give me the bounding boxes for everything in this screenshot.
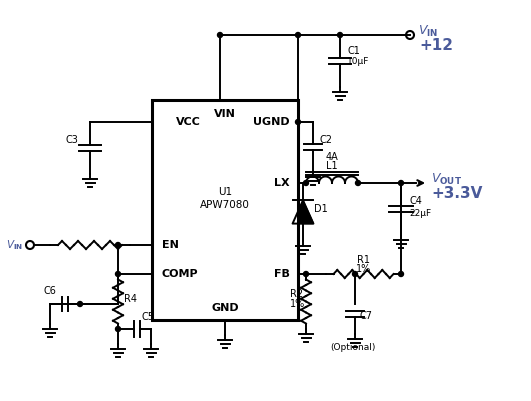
Text: R4: R4 [124, 294, 137, 304]
Text: C7: C7 [360, 311, 373, 321]
Text: GND: GND [211, 303, 239, 313]
Text: VIN: VIN [214, 109, 236, 119]
Text: FB: FB [274, 269, 290, 279]
Text: C2: C2 [319, 135, 332, 145]
Circle shape [398, 271, 404, 277]
Circle shape [295, 119, 301, 124]
Polygon shape [293, 200, 313, 224]
Text: R2: R2 [290, 289, 303, 299]
Circle shape [116, 271, 121, 277]
Bar [152, 100, 298, 320]
Text: C3: C3 [65, 135, 78, 145]
Circle shape [353, 271, 357, 277]
Text: +3.3V: +3.3V [431, 186, 482, 201]
Text: +12: +12 [419, 38, 453, 53]
Text: U1: U1 [218, 187, 232, 197]
Text: L1: L1 [326, 161, 338, 171]
Circle shape [304, 271, 309, 277]
Circle shape [116, 326, 121, 332]
Circle shape [355, 180, 361, 186]
Text: C6: C6 [44, 286, 56, 296]
Text: UGND: UGND [253, 117, 290, 127]
Text: LX: LX [275, 178, 290, 188]
Circle shape [116, 243, 121, 247]
Text: C4: C4 [409, 196, 422, 206]
Text: C1: C1 [347, 46, 360, 56]
Text: $V_{\mathregular{IN}}$: $V_{\mathregular{IN}}$ [418, 23, 438, 38]
Text: R1: R1 [357, 255, 370, 265]
Text: $V_{\mathregular{OUT}}$: $V_{\mathregular{OUT}}$ [431, 172, 462, 186]
Circle shape [338, 32, 342, 38]
Circle shape [78, 302, 82, 306]
Text: C5: C5 [141, 312, 154, 322]
Circle shape [295, 32, 301, 38]
Text: 1%: 1% [290, 299, 305, 309]
Circle shape [304, 180, 309, 186]
Text: $V_{\mathregular{IN}}$: $V_{\mathregular{IN}}$ [6, 238, 23, 252]
Text: 22μF: 22μF [409, 209, 431, 217]
Text: EN: EN [162, 240, 179, 250]
Text: D1: D1 [314, 204, 328, 214]
Text: 10μF: 10μF [347, 57, 370, 67]
Circle shape [398, 180, 404, 186]
Text: 4A: 4A [326, 152, 338, 162]
Text: APW7080: APW7080 [200, 200, 250, 210]
Text: 1%: 1% [356, 264, 371, 274]
Circle shape [218, 32, 222, 38]
Text: (Optional): (Optional) [330, 344, 376, 352]
Text: VCC: VCC [176, 117, 201, 127]
Text: COMP: COMP [162, 269, 199, 279]
